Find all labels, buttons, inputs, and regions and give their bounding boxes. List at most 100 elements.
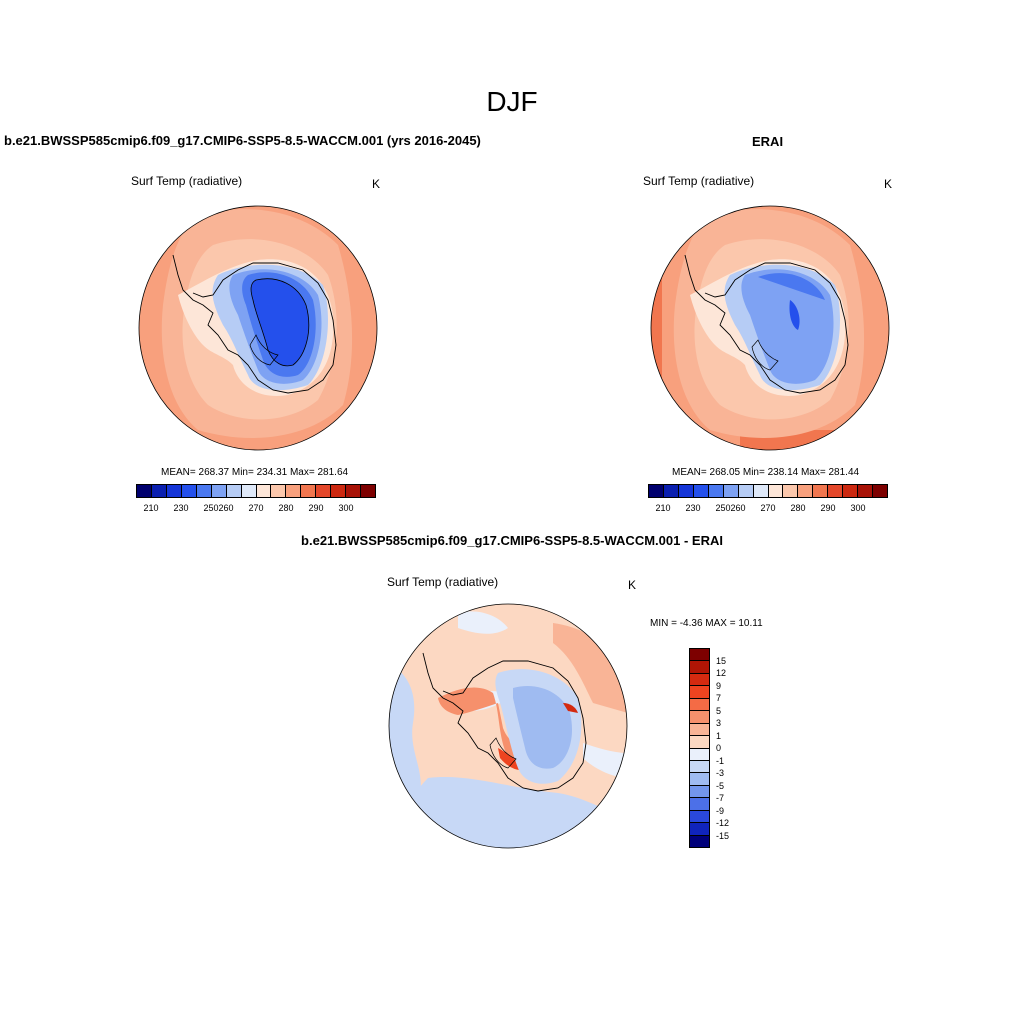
panel-1-units: K [372, 177, 381, 191]
panel-3-colorbar-swatch [690, 698, 709, 712]
panel-2-colorbar-swatch [723, 485, 739, 497]
panel-3-colorbar-tick-label: -3 [716, 768, 725, 778]
panel-3-colorbar-tick-label: -5 [716, 780, 725, 791]
panel-3-colorbar-swatch [690, 785, 709, 799]
panel-3-colorbar-tick-label: 9 [716, 680, 722, 691]
panel-1-colorbar-tick-label: 250 [203, 503, 219, 513]
panel-3-colorbar-swatch [690, 711, 709, 724]
panel-1-colorbar-ticks: 210 230 250 260 270 280 290 300 [136, 503, 376, 515]
panel-1-title: b.e21.BWSSP585cmip6.f09_g17.CMIP6-SSP5-8… [4, 133, 481, 148]
panel-2-colorbar-tick-label: 280 [790, 503, 806, 513]
panel-1-colorbar-swatch [361, 485, 375, 497]
panel-2-colorbar-tick-label: 270 [760, 503, 776, 513]
panel-1-colorbar-tick-label: 290 [308, 503, 324, 513]
panel-1-colorbar-swatch [181, 485, 197, 497]
panel-3-colorbar-swatch [690, 760, 709, 774]
panel-2-colorbar-swatch [768, 485, 784, 497]
panel-2-colorbar-swatch [873, 485, 887, 497]
panel-1-colorbar-tick-label: 300 [338, 503, 354, 513]
panel-3-colorbar-swatch [690, 673, 709, 687]
panel-2-colorbar-tick-label: 230 [685, 503, 701, 513]
panel-1-colorbar-swatch [226, 485, 242, 497]
panel-1-colorbar-swatch [166, 485, 182, 497]
panel-2-colorbar-swatch [783, 485, 799, 497]
panel-3-colorbar [689, 648, 710, 848]
panel-2-colorbar-swatch [753, 485, 769, 497]
panel-1-colorbar-tick-label: 260 [218, 503, 234, 513]
panel-2-colorbar-swatch [858, 485, 874, 497]
panel-1-map [138, 205, 378, 451]
panel-2-title: ERAI [752, 134, 784, 149]
panel-2-colorbar-swatch [738, 485, 754, 497]
panel-1-colorbar-swatch [241, 485, 257, 497]
panel-2-colorbar-swatch [843, 485, 859, 497]
panel-3-colorbar-tick-label: -15 [716, 830, 730, 841]
panel-3-colorbar-swatch [690, 748, 709, 761]
panel-1-colorbar-swatch [346, 485, 362, 497]
panel-3-colorbar-tick-label: 12 [716, 668, 727, 678]
panel-3-colorbar-swatch [690, 773, 709, 786]
panel-2-colorbar-tick-label: 210 [655, 503, 671, 513]
panel-1-colorbar-swatch [211, 485, 227, 497]
panel-1-colorbar-tick-label: 210 [143, 503, 159, 513]
panel-3-colorbar-swatch [690, 661, 709, 674]
panel-1-colorbar-swatch [196, 485, 212, 497]
panel-2-colorbar-tick-label: 290 [820, 503, 836, 513]
panel-2-colorbar-tick-label: 300 [850, 503, 866, 513]
panel-1-colorbar-tick-label: 280 [278, 503, 294, 513]
panel-3-colorbar-tick-label: -1 [716, 755, 725, 766]
panel-3-colorbar-tick-label: 1 [716, 730, 722, 741]
main-title: DJF [486, 86, 538, 117]
panel-3-colorbar-swatch [690, 686, 709, 699]
panel-2-colorbar-tick-label: 250 [715, 503, 731, 513]
panel-3-colorbar-swatch [690, 810, 709, 824]
panel-2-colorbar-swatch [678, 485, 694, 497]
panel-3-title: b.e21.BWSSP585cmip6.f09_g17.CMIP6-SSP5-8… [301, 533, 723, 548]
panel-3-colorbar-swatch [690, 823, 709, 836]
panel-3-stats: MIN = -4.36 MAX = 10.11 [650, 618, 763, 629]
panel-1-colorbar-swatch [331, 485, 347, 497]
panel-3-colorbar-tick-label: 15 [716, 655, 727, 666]
panel-1-colorbar-swatch [286, 485, 302, 497]
panel-2-colorbar-ticks: 210 230 250 260 270 280 290 300 [648, 503, 888, 515]
panel-3-colorbar-tick-label: 3 [716, 718, 722, 728]
panel-3-colorbar-swatch [690, 736, 709, 749]
panel-3-units: K [628, 578, 637, 592]
panel-2-colorbar-swatch [813, 485, 829, 497]
panel-3-colorbar-swatch [690, 649, 709, 662]
panel-1-colorbar-tick-label: 230 [173, 503, 189, 513]
panel-2-colorbar-swatch [649, 485, 664, 497]
panel-1-colorbar-swatch [316, 485, 332, 497]
panel-2-units: K [884, 177, 893, 191]
panel-1-colorbar-swatch [151, 485, 167, 497]
panel-3-colorbar-tick-label: 0 [716, 743, 722, 753]
panel-2-colorbar-swatch [798, 485, 814, 497]
panel-2-colorbar-swatch [663, 485, 679, 497]
panel-2-colorbar-tick-label: 260 [730, 503, 746, 513]
panel-3-colorbar-tick-label: 7 [716, 693, 722, 703]
panel-3-colorbar-tick-label: -9 [716, 805, 725, 816]
panel-2-variable: Surf Temp (radiative) [643, 174, 755, 188]
panel-3-colorbar-tick-label: -7 [716, 793, 725, 803]
panel-3-map [388, 603, 628, 849]
panel-1-colorbar-swatch [301, 485, 317, 497]
panel-3-colorbar-tick-label: -12 [716, 818, 730, 828]
panel-1-colorbar-tick-label: 270 [248, 503, 264, 513]
panel-1-colorbar [136, 484, 376, 498]
panel-1-colorbar-swatch [271, 485, 287, 497]
panel-1-stats: MEAN= 268.37 Min= 234.31 Max= 281.64 [161, 467, 349, 478]
panel-3-colorbar-swatch [690, 835, 709, 847]
panel-2-colorbar-swatch [708, 485, 724, 497]
panel-2-colorbar-swatch [828, 485, 844, 497]
panel-1-variable: Surf Temp (radiative) [131, 174, 243, 188]
panel-3-colorbar-swatch [690, 723, 709, 737]
panel-1-colorbar-swatch [137, 485, 152, 497]
panel-3-colorbar-tick-label: 5 [716, 705, 722, 716]
panel-3-colorbar-ticks: 15 12 9 7 5 3 1 0 -1 -3 -5 -7 -9 -12 -15 [716, 648, 756, 848]
panel-2-colorbar [648, 484, 888, 498]
panel-2-stats: MEAN= 268.05 Min= 238.14 Max= 281.44 [672, 467, 860, 478]
panel-2-map [650, 205, 890, 451]
panel-3-variable: Surf Temp (radiative) [387, 575, 499, 589]
panel-1-colorbar-swatch [256, 485, 272, 497]
panel-2-colorbar-swatch [693, 485, 709, 497]
